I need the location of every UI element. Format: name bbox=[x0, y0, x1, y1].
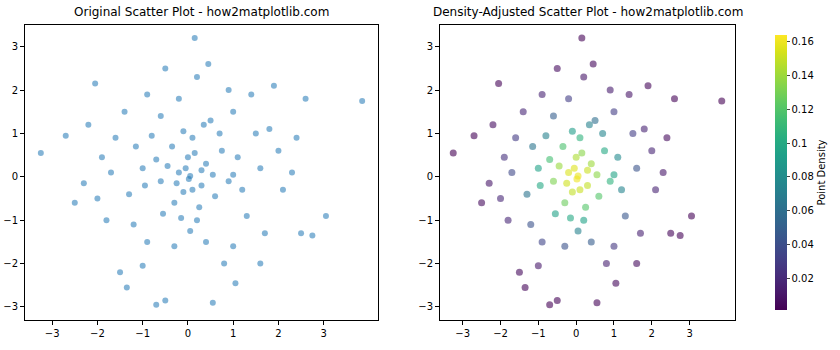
svg-text:1: 1 bbox=[427, 128, 433, 139]
svg-text:0.04: 0.04 bbox=[792, 239, 814, 250]
svg-text:0: 0 bbox=[573, 328, 579, 339]
svg-text:−2: −2 bbox=[493, 328, 508, 339]
svg-text:0.16: 0.16 bbox=[792, 36, 814, 47]
svg-text:Density-Adjusted Scatter Plot: Density-Adjusted Scatter Plot - how2matp… bbox=[433, 5, 743, 19]
svg-text:0: 0 bbox=[185, 328, 191, 339]
svg-text:3: 3 bbox=[427, 41, 433, 52]
svg-text:3: 3 bbox=[321, 328, 327, 339]
svg-text:−3: −3 bbox=[418, 301, 433, 312]
svg-text:0.1: 0.1 bbox=[792, 138, 808, 149]
svg-text:0.02: 0.02 bbox=[792, 273, 814, 284]
svg-text:−2: −2 bbox=[90, 328, 105, 339]
svg-text:−1: −1 bbox=[3, 215, 18, 226]
svg-text:Original Scatter Plot - how2ma: Original Scatter Plot - how2matplotlib.c… bbox=[74, 5, 329, 19]
svg-text:0: 0 bbox=[12, 171, 18, 182]
svg-text:−3: −3 bbox=[3, 301, 18, 312]
svg-text:−3: −3 bbox=[45, 328, 60, 339]
svg-text:−3: −3 bbox=[455, 328, 470, 339]
svg-text:Point Density: Point Density bbox=[816, 139, 827, 205]
svg-text:−2: −2 bbox=[418, 258, 433, 269]
svg-text:0.14: 0.14 bbox=[792, 70, 814, 81]
svg-text:1: 1 bbox=[611, 328, 617, 339]
svg-text:3: 3 bbox=[686, 328, 692, 339]
svg-text:2: 2 bbox=[427, 85, 433, 96]
svg-text:−1: −1 bbox=[418, 215, 433, 226]
svg-text:1: 1 bbox=[12, 128, 18, 139]
svg-text:2: 2 bbox=[12, 85, 18, 96]
svg-text:−1: −1 bbox=[531, 328, 546, 339]
svg-text:0.08: 0.08 bbox=[792, 171, 814, 182]
svg-text:0.12: 0.12 bbox=[792, 104, 814, 115]
svg-text:−2: −2 bbox=[3, 258, 18, 269]
svg-text:0: 0 bbox=[427, 171, 433, 182]
svg-text:1: 1 bbox=[230, 328, 236, 339]
svg-text:−1: −1 bbox=[135, 328, 150, 339]
svg-text:2: 2 bbox=[649, 328, 655, 339]
svg-text:0.06: 0.06 bbox=[792, 205, 814, 216]
svg-text:3: 3 bbox=[12, 41, 18, 52]
svg-text:2: 2 bbox=[275, 328, 281, 339]
